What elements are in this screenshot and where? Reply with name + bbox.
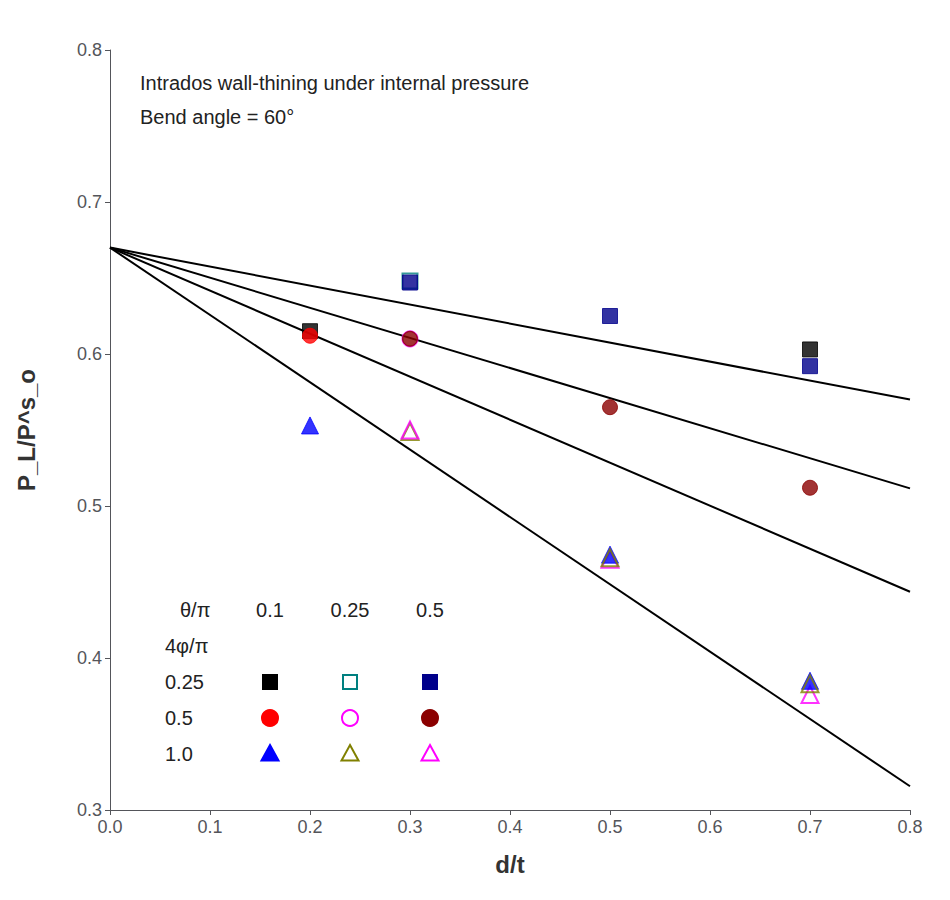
svg-text:0.3: 0.3 <box>397 817 422 837</box>
svg-text:0.8: 0.8 <box>897 817 922 837</box>
svg-text:0.1: 0.1 <box>197 817 222 837</box>
svg-text:0.4: 0.4 <box>497 817 522 837</box>
svg-text:0.3: 0.3 <box>77 800 102 820</box>
svg-text:Bend angle = 60°: Bend angle = 60° <box>140 106 294 128</box>
svg-text:P_L/P^s_o: P_L/P^s_o <box>13 369 40 491</box>
svg-text:d/t: d/t <box>495 851 524 878</box>
svg-text:θ/π: θ/π <box>180 599 210 621</box>
svg-text:0.5: 0.5 <box>165 707 193 729</box>
svg-text:4φ/π: 4φ/π <box>165 635 208 657</box>
svg-text:0.1: 0.1 <box>256 599 284 621</box>
svg-text:0.5: 0.5 <box>597 817 622 837</box>
svg-text:0.7: 0.7 <box>77 192 102 212</box>
svg-text:0.7: 0.7 <box>797 817 822 837</box>
svg-text:1.0: 1.0 <box>165 743 193 765</box>
svg-text:0.5: 0.5 <box>416 599 444 621</box>
svg-text:0.6: 0.6 <box>77 344 102 364</box>
svg-text:0.6: 0.6 <box>697 817 722 837</box>
svg-text:0.4: 0.4 <box>77 648 102 668</box>
svg-text:0.25: 0.25 <box>331 599 370 621</box>
svg-text:0.0: 0.0 <box>97 817 122 837</box>
svg-text:0.25: 0.25 <box>165 671 204 693</box>
svg-text:Intrados wall-thining under in: Intrados wall-thining under internal pre… <box>140 72 529 94</box>
svg-text:0.2: 0.2 <box>297 817 322 837</box>
svg-text:0.8: 0.8 <box>77 40 102 60</box>
svg-text:0.5: 0.5 <box>77 496 102 516</box>
